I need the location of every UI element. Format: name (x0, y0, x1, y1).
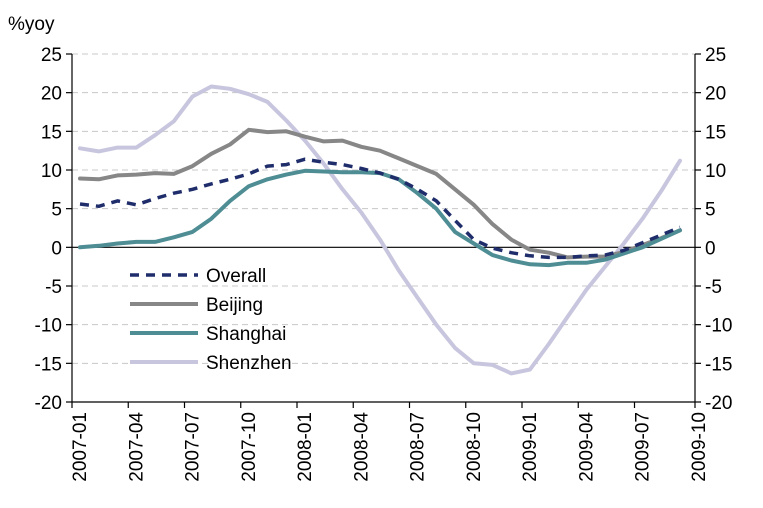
y-axis-right: -20 -15 -10 -5 0 5 10 15 20 25 (695, 45, 732, 414)
x-tick-label: 2009-04 (576, 412, 597, 482)
x-tick-label: 2008-04 (351, 412, 372, 482)
y-tick-label-right: -5 (705, 277, 722, 298)
y-tick-label-left: 15 (41, 122, 62, 143)
y-tick-label-right: -20 (705, 393, 732, 414)
y-axis-unit-label: %yoy (8, 14, 55, 35)
series-line-shanghai (78, 168, 682, 268)
y-tick-label-right: 10 (705, 161, 726, 182)
y-tick-label-left: 10 (41, 161, 62, 182)
legend-label-overall: Overall (206, 266, 266, 287)
x-tick-label: 2007-07 (183, 412, 204, 482)
x-tick-label: 2008-01 (295, 412, 316, 482)
x-tick-label: 2009-07 (633, 412, 654, 482)
x-tick-label: 2009-10 (689, 412, 710, 482)
y-tick-label-left: 0 (51, 238, 62, 259)
y-tick-label-right: 25 (705, 45, 726, 66)
x-tick-label: 2008-07 (408, 412, 429, 482)
series-lines (78, 84, 682, 376)
x-tick-label: 2007-01 (70, 412, 91, 482)
x-tick-label: 2007-10 (239, 412, 260, 482)
y-tick-label-left: 20 (41, 84, 62, 105)
y-axis-left: -20 -15 -10 -5 0 5 10 15 20 25 (35, 45, 72, 414)
series-line-overall (79, 157, 681, 260)
y-tick-label-left: 25 (41, 45, 62, 66)
x-tick-label: 2009-01 (520, 412, 541, 482)
legend-label-beijing: Beijing (206, 295, 263, 316)
y-tick-label-left: -20 (35, 393, 62, 414)
y-tick-label-right: 0 (705, 238, 716, 259)
y-tick-label-right: 15 (705, 122, 726, 143)
y-tick-label-left: 5 (51, 200, 62, 221)
y-tick-label-right: -15 (705, 354, 732, 375)
x-tick-label: 2007-04 (126, 412, 147, 482)
y-tick-label-left: -15 (35, 354, 62, 375)
y-tick-label-left: -5 (45, 277, 62, 298)
grid-lines (72, 53, 695, 364)
legend-label-shenzhen: Shenzhen (206, 353, 292, 374)
x-tick-label: 2008-10 (464, 412, 485, 482)
legend-label-shanghai: Shanghai (206, 324, 286, 345)
y-tick-label-right: -10 (705, 316, 732, 337)
y-tick-label-left: -10 (35, 316, 62, 337)
legend: Overall Beijing Shanghai Shenzhen (130, 266, 292, 374)
axes (71, 54, 696, 403)
y-tick-label-right: 5 (705, 200, 716, 221)
series-line-shenzhen (78, 84, 682, 376)
y-tick-label-right: 20 (705, 84, 726, 105)
x-axis: 2007-01 2007-04 2007-07 2007-10 2008-01 2008-… (70, 402, 710, 482)
